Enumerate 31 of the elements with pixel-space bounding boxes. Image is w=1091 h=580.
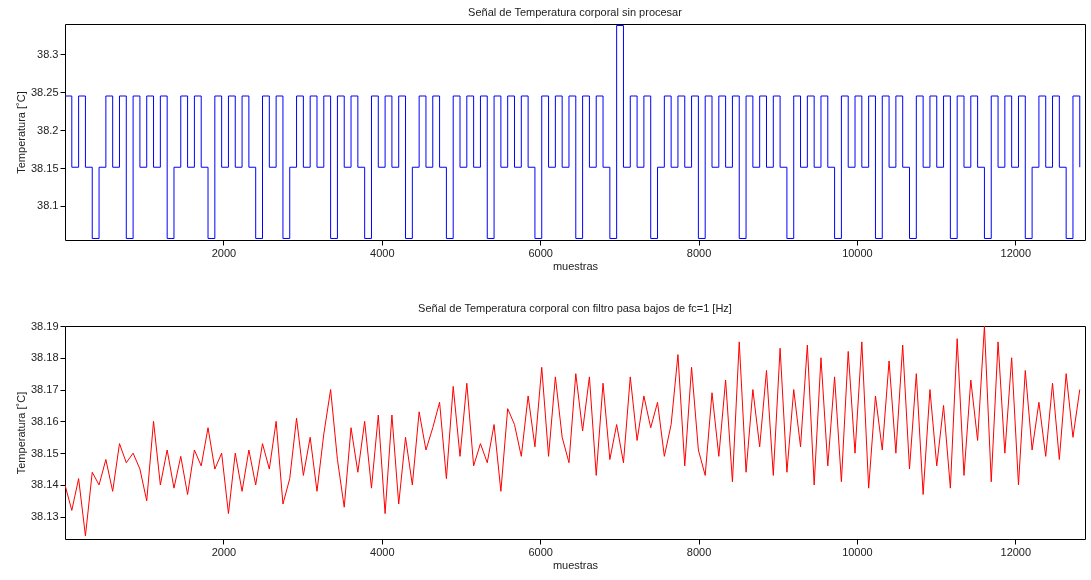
y-axis-title: Temperatura [˚C]: [14, 391, 27, 475]
chart-title: Señal de Temperatura corporal con filtro pasa bajos de fc=1 [Hz]: [418, 302, 732, 314]
y-axis-title: Temperatura [˚C]: [14, 91, 27, 174]
x-axis-title: muestras: [552, 259, 599, 272]
y-tick-label: 38.25: [30, 85, 59, 98]
chart-title: Señal de Temperatura corporal sin procesar: [468, 6, 683, 18]
y-tick-label: 38.2: [37, 123, 59, 136]
y-tick-label: 38.13: [30, 510, 59, 523]
x-tick-label: 2000: [211, 246, 237, 259]
x-tick-label: 2000: [211, 545, 237, 558]
y-tick-label: 38.19: [30, 319, 59, 332]
y-tick-label: 38.18: [30, 351, 59, 364]
x-tick-label: 12000: [1000, 545, 1032, 558]
y-tick-label: 38.17: [30, 383, 59, 396]
x-tick-label: 10000: [842, 246, 873, 259]
x-tick-label: 4000: [370, 545, 395, 558]
y-tick-label: 38.15: [30, 446, 59, 459]
y-tick-label: 38.14: [30, 478, 59, 491]
x-axis-title: muestras: [552, 558, 599, 571]
x-tick-label: 10000: [842, 545, 873, 558]
y-tick-label: 38.16: [30, 414, 59, 427]
line-series: [65, 326, 1081, 537]
x-tick-label: 6000: [528, 545, 553, 558]
x-tick-label: 4000: [370, 246, 395, 259]
x-tick-label: 8000: [686, 246, 712, 259]
x-tick-label: 12000: [1000, 246, 1032, 259]
y-tick-label: 38.1: [37, 199, 59, 212]
y-tick-label: 38.15: [30, 161, 59, 174]
x-tick-label: 8000: [686, 545, 712, 558]
y-tick-label: 38.3: [37, 47, 59, 60]
x-tick-label: 6000: [528, 246, 553, 259]
